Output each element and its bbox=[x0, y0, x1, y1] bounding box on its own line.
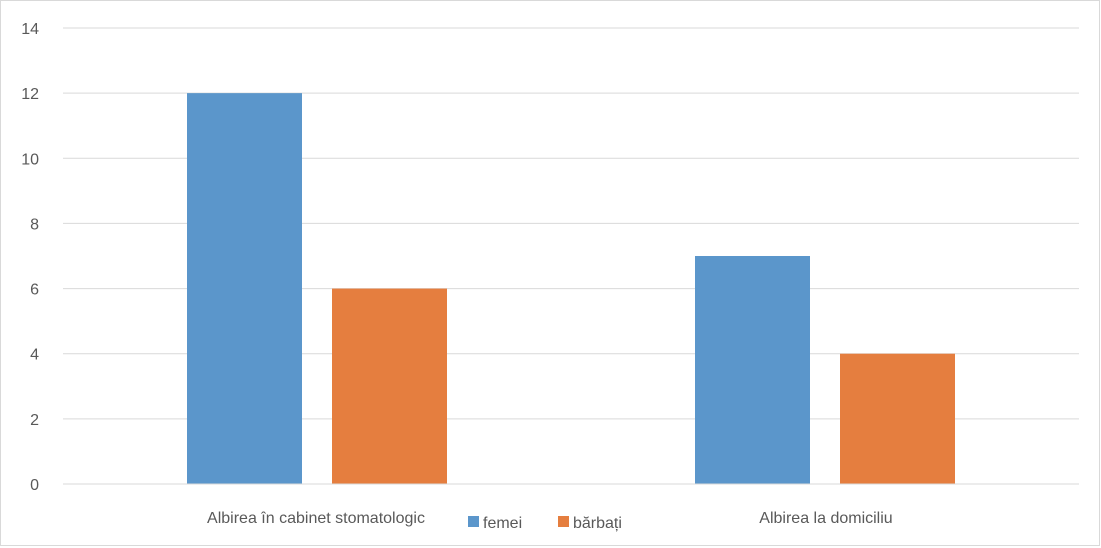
legend-swatch-femei bbox=[468, 516, 479, 527]
legend-swatch-bărbați bbox=[558, 516, 569, 527]
legend: femei bărbați bbox=[468, 515, 622, 532]
x-category-label-1: Albirea la domiciliu bbox=[759, 510, 892, 527]
y-tick-label-10: 10 bbox=[21, 151, 39, 168]
y-tick-label-0: 0 bbox=[30, 477, 39, 494]
legend-label-bărbați: bărbați bbox=[573, 515, 622, 532]
x-axis-category-labels: Albirea în cabinet stomatologic Albirea l… bbox=[207, 510, 893, 527]
bar-femei-0 bbox=[187, 93, 302, 485]
y-tick-label-2: 2 bbox=[30, 412, 39, 429]
y-tick-label-12: 12 bbox=[21, 86, 39, 103]
x-category-label-0: Albirea în cabinet stomatologic bbox=[207, 510, 425, 527]
legend-label-femei: femei bbox=[483, 515, 522, 532]
y-tick-label-14: 14 bbox=[21, 21, 39, 38]
y-tick-label-8: 8 bbox=[30, 216, 39, 233]
bar-bărbați-0 bbox=[332, 288, 447, 484]
bar-bărbați-1 bbox=[840, 353, 955, 484]
y-tick-label-4: 4 bbox=[30, 347, 39, 364]
bar-femei-1 bbox=[695, 256, 810, 484]
bars bbox=[187, 93, 955, 485]
y-tick-label-6: 6 bbox=[30, 282, 39, 299]
y-axis-tick-labels: 0 2 4 6 8 10 12 14 bbox=[21, 21, 39, 494]
